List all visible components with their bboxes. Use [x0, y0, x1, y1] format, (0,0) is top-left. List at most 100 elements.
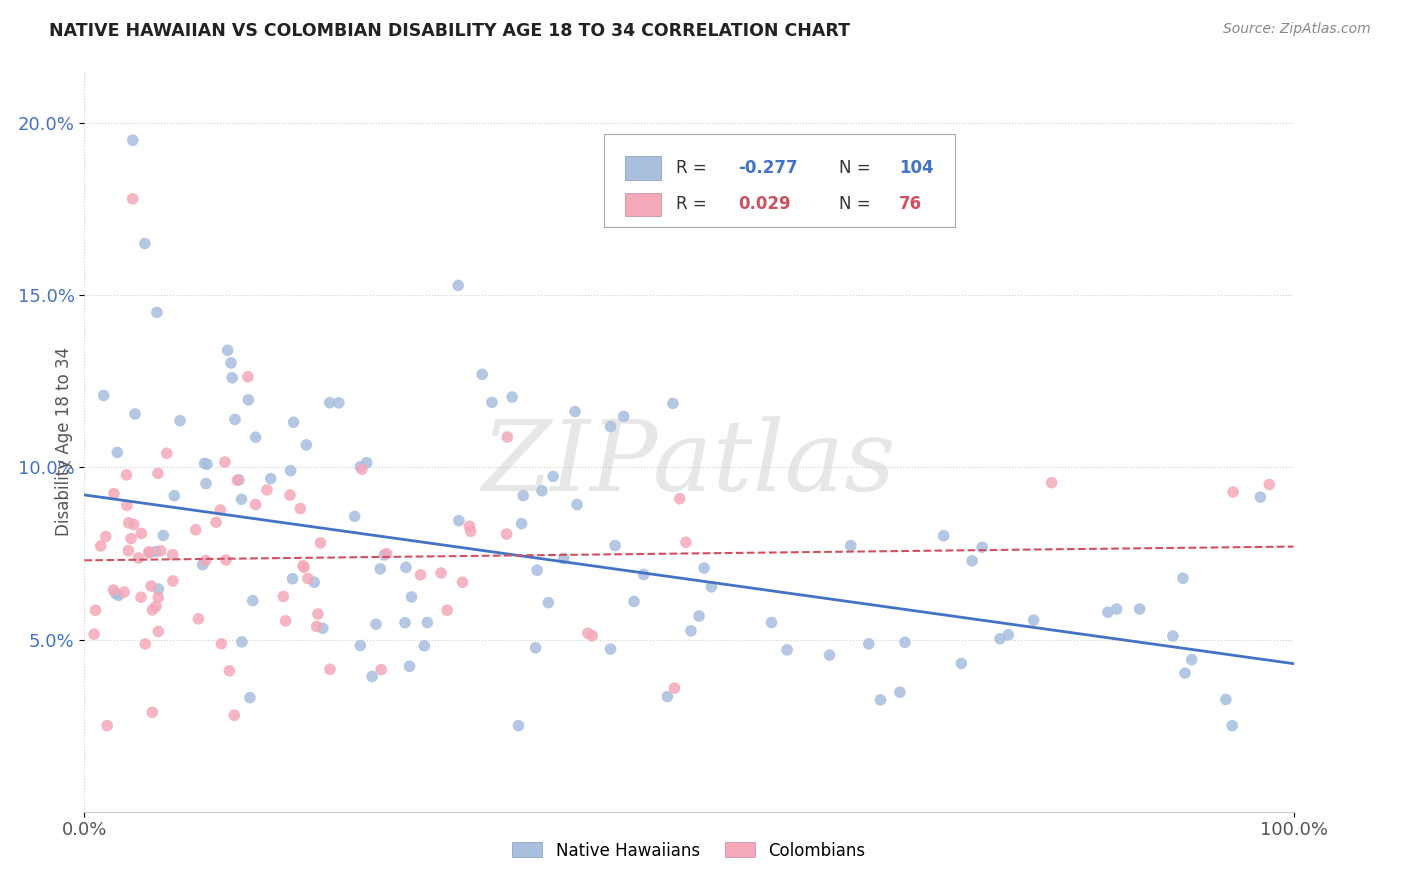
Point [496, 430, 519, 444]
Point [117, 543, 139, 558]
Point [94, 530, 117, 544]
Point [858, 637, 880, 651]
Point [226, 473, 249, 487]
Point [356, 456, 378, 470]
Point [239, 690, 262, 705]
Text: R =: R = [676, 159, 711, 177]
Point [115, 467, 138, 482]
Point [83, 627, 105, 641]
Point [530, 483, 553, 498]
Point [217, 343, 239, 358]
Point [318, 395, 340, 409]
Point [1105, 602, 1128, 616]
Point [416, 615, 439, 630]
Point [138, 546, 160, 560]
Point [364, 617, 387, 632]
Point [1040, 475, 1063, 490]
Point [84, 603, 107, 617]
Point [148, 591, 170, 605]
Point [1171, 571, 1194, 585]
Point [508, 718, 530, 732]
Point [657, 690, 679, 704]
Point [281, 572, 304, 586]
Point [278, 488, 301, 502]
Point [328, 396, 350, 410]
Point [398, 659, 420, 673]
Text: 76: 76 [900, 195, 922, 213]
Point [305, 619, 328, 633]
Point [889, 685, 911, 699]
Point [214, 455, 236, 469]
Point [312, 621, 335, 635]
Point [395, 560, 418, 574]
Point [679, 624, 702, 638]
Point [576, 626, 599, 640]
Point [352, 462, 374, 476]
Point [292, 558, 315, 573]
Point [688, 609, 710, 624]
Point [141, 603, 163, 617]
Point [436, 603, 458, 617]
Point [603, 539, 626, 553]
Point [231, 635, 253, 649]
Point [373, 548, 395, 562]
Point [146, 305, 169, 319]
Text: N =: N = [839, 159, 876, 177]
Point [112, 585, 135, 599]
Point [224, 412, 246, 426]
Point [245, 430, 267, 444]
Point [218, 664, 240, 678]
Point [361, 669, 384, 683]
Point [274, 614, 297, 628]
Point [105, 445, 128, 459]
Point [152, 528, 174, 542]
Point [163, 489, 186, 503]
Point [292, 560, 315, 574]
Point [283, 415, 305, 429]
Point [245, 498, 267, 512]
Point [997, 628, 1019, 642]
Point [273, 590, 295, 604]
Text: 104: 104 [900, 159, 934, 177]
Point [115, 499, 138, 513]
Point [839, 539, 862, 553]
Legend: Native Hawaiians, Colombians: Native Hawaiians, Colombians [506, 835, 872, 866]
Point [401, 590, 423, 604]
Point [148, 624, 170, 639]
Point [1258, 477, 1281, 491]
Point [187, 612, 209, 626]
Point [103, 583, 125, 598]
FancyBboxPatch shape [624, 193, 661, 216]
Point [191, 558, 214, 572]
Text: NATIVE HAWAIIAN VS COLOMBIAN DISABILITY AGE 18 TO 34 CORRELATION CHART: NATIVE HAWAIIAN VS COLOMBIAN DISABILITY … [49, 22, 851, 40]
Point [526, 563, 548, 577]
Point [1161, 629, 1184, 643]
Point [145, 599, 167, 614]
Point [599, 419, 621, 434]
Point [162, 574, 184, 588]
Point [194, 553, 217, 567]
Point [471, 368, 494, 382]
Point [124, 407, 146, 421]
Point [128, 551, 150, 566]
Point [458, 519, 481, 533]
Point [430, 566, 453, 580]
Point [510, 516, 533, 531]
Point [121, 192, 143, 206]
Point [169, 414, 191, 428]
Point [700, 580, 723, 594]
Point [209, 637, 232, 651]
Point [134, 637, 156, 651]
Point [481, 395, 503, 409]
Point [215, 553, 238, 567]
Point [242, 593, 264, 607]
Point [138, 545, 160, 559]
Point [524, 640, 547, 655]
Point [90, 539, 112, 553]
Text: ZIPatlas: ZIPatlas [482, 416, 896, 511]
Point [565, 498, 588, 512]
Point [553, 551, 575, 566]
Point [162, 548, 184, 562]
Text: 0.029: 0.029 [738, 195, 792, 213]
Point [231, 492, 253, 507]
